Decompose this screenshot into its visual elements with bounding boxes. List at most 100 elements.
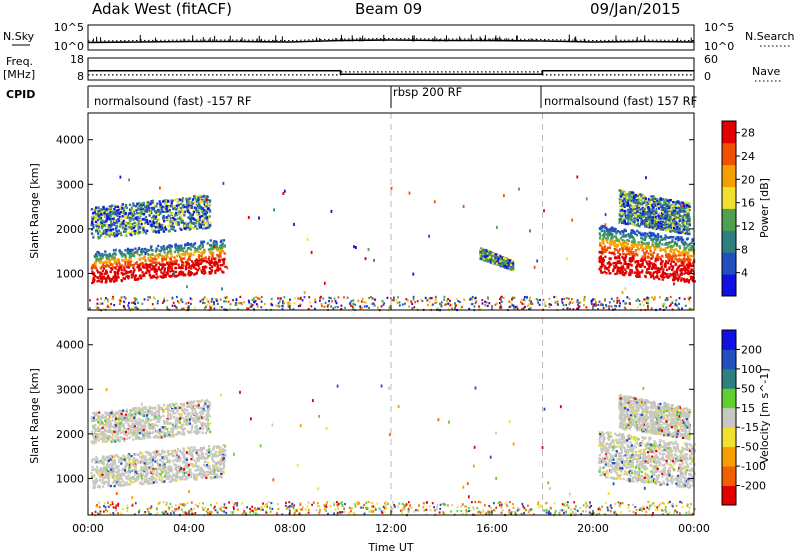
scatter-cell (669, 245, 672, 248)
scatter-cell (650, 253, 653, 256)
scatter-cell (664, 225, 667, 228)
scatter-cell (143, 274, 146, 277)
scatter-cell (207, 258, 210, 261)
scatter-cell (147, 257, 150, 260)
scatter-cell (214, 245, 217, 248)
scatter-cell (124, 220, 127, 224)
scatter-cell (672, 204, 675, 207)
scatter-cell (648, 215, 651, 219)
scatter-cell (203, 251, 206, 255)
scatter-cell (629, 250, 633, 253)
scatter-cell (153, 258, 156, 261)
scatter-cell (93, 273, 96, 276)
scatter-cell (503, 264, 506, 268)
scatter-cell (149, 276, 152, 279)
scatter-cell (624, 204, 627, 207)
scatter-cell (648, 210, 651, 214)
scatter-cell (97, 225, 101, 228)
scatter-cell (200, 269, 203, 272)
scatter-cell (603, 235, 606, 238)
scatter-cell (673, 226, 676, 230)
scatter-cell (124, 256, 127, 259)
scatter-cell (118, 263, 121, 266)
scatter-cell (687, 217, 690, 221)
scatter-cell (683, 244, 686, 247)
scatter-cell (682, 262, 685, 266)
scatter-cell (128, 223, 131, 227)
scatter-cell (624, 209, 627, 213)
scatter-cell (500, 263, 503, 266)
scatter-cell (618, 214, 621, 217)
scatter-cell (654, 270, 657, 273)
clutter-cell (205, 305, 207, 308)
clutter-cell (521, 302, 524, 305)
scatter-cell (197, 263, 200, 266)
scatter-cell (654, 248, 657, 252)
scatter-cell (161, 267, 164, 270)
scatter-cell (646, 200, 649, 203)
scatter-cell (155, 272, 158, 276)
scatter-cell (640, 221, 643, 225)
scatter-cell (217, 265, 220, 269)
scatter-cell (122, 259, 125, 262)
scatter-cell (166, 205, 170, 208)
clutter-cell (118, 302, 121, 305)
scatter-cell (679, 258, 682, 262)
scatter-cell (123, 211, 126, 215)
scatter-cell (661, 274, 665, 277)
scatter-cell (637, 204, 640, 207)
scatter-cell (105, 220, 108, 223)
scatter-cell (132, 264, 135, 267)
scatter-cell (141, 248, 144, 251)
scatter-cell (628, 209, 631, 212)
scatter-cell (185, 265, 188, 268)
scatter-cell (654, 211, 658, 215)
scatter-cell (219, 252, 222, 255)
scatter-cell (137, 204, 140, 208)
scatter-cell (608, 246, 612, 249)
scatter-cell (163, 267, 167, 270)
scatter-cell (152, 224, 155, 227)
scatter-cell (113, 275, 116, 279)
scatter-cell (161, 258, 164, 261)
clutter-cell (528, 308, 530, 311)
scatter-cell (177, 244, 180, 248)
scatter-cell (626, 239, 629, 242)
scatter-cell (602, 259, 605, 262)
scatter-cell (128, 203, 132, 206)
cpid-panel: normalsound (fast) -157 RF rbsp 200 RF n… (87, 85, 697, 108)
scatter-cell (107, 229, 110, 232)
scatter-cell (680, 277, 683, 280)
scatter-cell (115, 229, 118, 233)
scatter-cell (677, 206, 680, 210)
scatter-cell (635, 234, 639, 237)
scatter-cell (194, 242, 197, 245)
scatter-cell (183, 257, 186, 260)
scatter-cell (669, 273, 672, 276)
clutter-cell (258, 297, 261, 300)
scatter-cell (220, 249, 223, 252)
clutter-cell (352, 307, 355, 310)
clutter-cell (180, 298, 183, 301)
scatter-cell (630, 206, 633, 209)
scatter-cell (175, 248, 178, 252)
scatter-cell (151, 208, 154, 211)
scatter-cell (220, 246, 224, 249)
scatter-cell (660, 213, 663, 217)
scatter-cell (200, 258, 204, 262)
scatter-cell (148, 207, 151, 210)
scatter-cell (506, 260, 509, 263)
scatter-cell (683, 241, 686, 244)
scatter-cell (198, 213, 201, 216)
scatter-cell (683, 279, 686, 282)
clutter-cell (513, 296, 516, 299)
scatter-cell (619, 203, 622, 207)
clutter-cell (602, 306, 605, 310)
scatter-cell (641, 211, 644, 214)
scatter-cell (678, 225, 681, 228)
scatter-cell (205, 221, 208, 225)
scatter-cell (123, 277, 126, 281)
scatter-cell (686, 204, 689, 207)
scatter-cell (169, 244, 172, 247)
scatter-cell (690, 269, 693, 272)
